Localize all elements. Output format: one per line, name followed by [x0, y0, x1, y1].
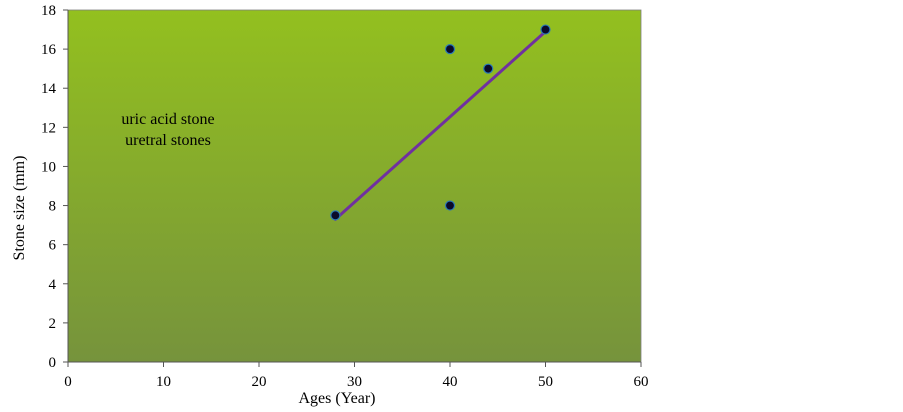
plot-area	[67, 9, 642, 363]
x-axis-title: Ages (Year)	[298, 390, 375, 407]
x-tick-label: 30	[347, 374, 362, 390]
y-tick-label: 10	[41, 159, 56, 175]
data-point	[444, 44, 456, 55]
data-point	[540, 24, 551, 35]
y-tick-label: 8	[49, 199, 57, 215]
x-tick-label: 20	[252, 374, 267, 390]
y-tick-label: 16	[41, 42, 57, 58]
y-axis-ticks: 0 2 4 6 8 10 12 14 16 18	[41, 3, 68, 371]
trendline-group	[333, 30, 547, 221]
x-tick-label: 40	[443, 374, 458, 390]
y-tick-label: 0	[49, 355, 57, 371]
annotation-uric-acid: uric acid stone	[121, 111, 214, 128]
x-tick-label: 60	[634, 374, 649, 390]
x-tick-label: 50	[538, 374, 553, 390]
data-points	[330, 24, 551, 221]
data-point	[330, 210, 341, 221]
y-tick-label: 18	[41, 3, 56, 19]
data-point	[483, 63, 494, 74]
y-axis-title: Stone size (mm)	[11, 156, 28, 261]
annotations: uric acid stone uretral stones	[121, 111, 214, 149]
trendline	[333, 30, 547, 221]
annotation-uretral: uretral stones	[125, 132, 211, 149]
y-tick-label: 14	[41, 81, 57, 97]
y-tick-label: 6	[49, 238, 57, 254]
y-tick-label: 4	[49, 277, 57, 293]
y-tick-label: 12	[41, 120, 56, 136]
x-tick-label: 10	[156, 374, 171, 390]
x-tick-label: 0	[64, 374, 72, 390]
y-tick-label: 2	[49, 316, 57, 332]
data-point	[444, 200, 456, 211]
x-axis-ticks: 0 10 20 30 40 50 60	[64, 362, 649, 390]
